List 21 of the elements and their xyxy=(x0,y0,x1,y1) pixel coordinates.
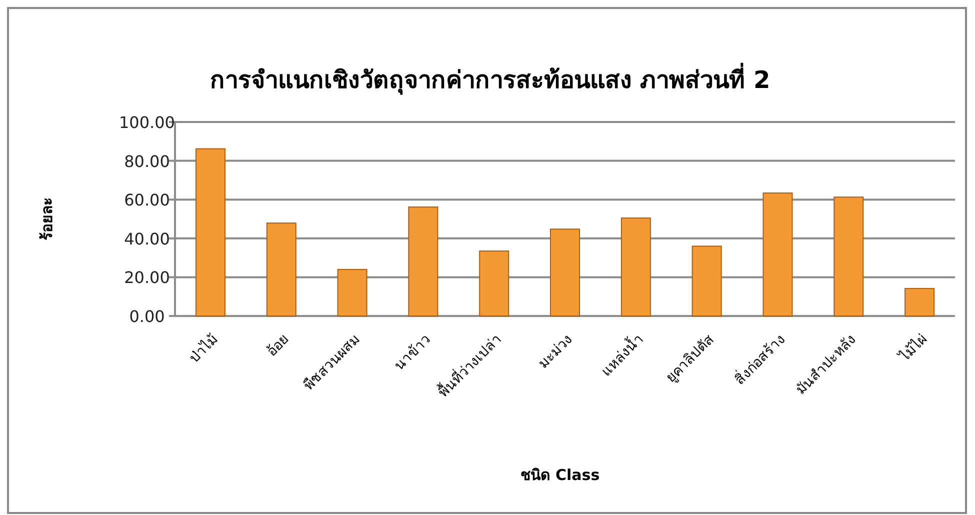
x-axis-title: ชนิด Class xyxy=(520,466,600,484)
bar xyxy=(692,246,722,316)
bar xyxy=(266,222,296,316)
chart-title: การจำแนกเชิงวัตถุจากค่าการสะท้อนแสง ภาพส่วนที่ 2 xyxy=(210,62,770,96)
y-tick-label: 40.00 xyxy=(124,229,170,248)
bar xyxy=(408,206,438,316)
bar xyxy=(762,192,793,316)
bar xyxy=(904,288,935,316)
y-tick-label: 20.00 xyxy=(124,268,170,288)
y-axis-title: ร้อยละ xyxy=(38,198,56,240)
bar xyxy=(834,196,864,316)
bar xyxy=(195,148,226,316)
y-tick-label: 80.00 xyxy=(124,152,170,171)
bar xyxy=(620,218,651,316)
bar xyxy=(550,228,580,316)
bar xyxy=(479,250,510,316)
x-tick-label: อ้อย xyxy=(264,332,292,360)
y-tick-label: 0.00 xyxy=(129,307,165,326)
y-tick-label: 100.00 xyxy=(119,113,175,132)
bar xyxy=(337,268,368,316)
y-tick-label: 60.00 xyxy=(124,190,170,210)
